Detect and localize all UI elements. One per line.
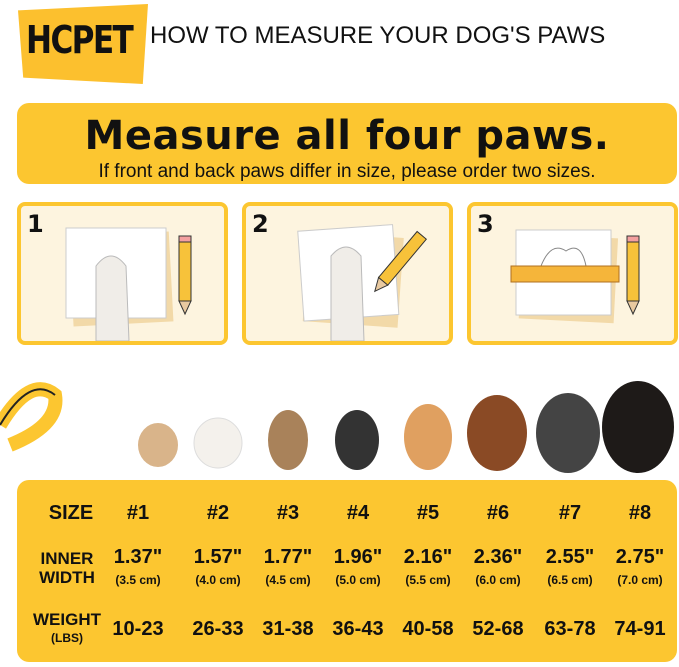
size-cm: (4.0 cm)	[195, 573, 241, 587]
dog-icon	[467, 395, 527, 471]
banner-subtitle: If front and back paws differ in size, p…	[98, 161, 596, 182]
size-weight: 36-43	[332, 618, 384, 640]
step-1-panel: 1	[17, 202, 228, 345]
paw-on-paper-icon	[65, 227, 192, 341]
dog-icon	[536, 393, 600, 473]
dog-icon	[268, 410, 308, 470]
size-inch: 2.75"	[615, 546, 665, 568]
size-cm: (7.0 cm)	[617, 573, 663, 587]
label-unit: (LBS)	[51, 631, 83, 645]
size-label: SIZE	[48, 502, 94, 524]
logo-badge	[18, 4, 148, 84]
size-size: #1	[126, 502, 150, 524]
dog-icon	[404, 404, 452, 470]
weight-label: WEIGHT (LBS)	[33, 610, 101, 648]
size-size: #5	[416, 502, 440, 524]
size-cm: (3.5 cm)	[115, 573, 161, 587]
size-size: #7	[558, 502, 582, 524]
dog-icon	[193, 417, 243, 469]
ruler-measure-icon	[510, 229, 640, 324]
size-cm: (6.0 cm)	[475, 573, 521, 587]
dog-icon	[602, 381, 674, 473]
size-inch: 1.57"	[193, 546, 243, 568]
step-number: 2	[252, 210, 269, 238]
size-weight: 40-58	[402, 618, 454, 640]
label-line: INNER	[40, 549, 94, 568]
inner-width-label: INNER WIDTH	[39, 549, 95, 587]
size-size: #4	[346, 502, 370, 524]
size-weight: 63-78	[544, 618, 596, 640]
swoosh-decoration	[0, 382, 63, 452]
size-cm: (4.5 cm)	[265, 573, 311, 587]
size-weight: 26-33	[192, 618, 244, 640]
size-inch: 1.77"	[263, 546, 313, 568]
size-weight: 10-23	[112, 618, 164, 640]
size-inch: 2.36"	[473, 546, 523, 568]
size-cm: (5.5 cm)	[405, 573, 451, 587]
label-line: WIDTH	[39, 568, 95, 587]
size-weight: 52-68	[472, 618, 524, 640]
step-2-panel: 2	[242, 202, 453, 345]
size-table: SIZE INNER WIDTH WEIGHT (LBS) #1 1.37" (3.…	[17, 480, 677, 662]
dog-icon	[138, 423, 178, 467]
logo: HCPET	[26, 18, 134, 62]
label-line: WEIGHT	[33, 610, 101, 629]
size-size: #8	[628, 502, 652, 524]
size-cm: (5.0 cm)	[335, 573, 381, 587]
size-inch: 2.55"	[545, 546, 595, 568]
banner-headline: Measure all four paws.	[84, 113, 610, 159]
size-inch: 2.16"	[403, 546, 453, 568]
size-cm: (6.5 cm)	[547, 573, 593, 587]
step-number: 1	[27, 210, 44, 238]
size-size: #2	[206, 502, 230, 524]
size-weight: 31-38	[262, 618, 314, 640]
size-inch: 1.96"	[333, 546, 383, 568]
page-title: HOW TO MEASURE YOUR DOG'S PAWS	[150, 22, 606, 49]
trace-paw-pencil-icon	[297, 224, 428, 341]
size-size: #3	[276, 502, 300, 524]
banner: Measure all four paws. If front and back…	[17, 103, 677, 184]
step-number: 3	[477, 210, 494, 238]
dog-lineup-illustration	[0, 381, 674, 473]
step-3-panel: 3	[467, 202, 678, 345]
size-weight: 74-91	[614, 618, 666, 640]
size-size: #6	[486, 502, 510, 524]
size-inch: 1.37"	[113, 546, 163, 568]
dog-icon	[335, 410, 379, 470]
